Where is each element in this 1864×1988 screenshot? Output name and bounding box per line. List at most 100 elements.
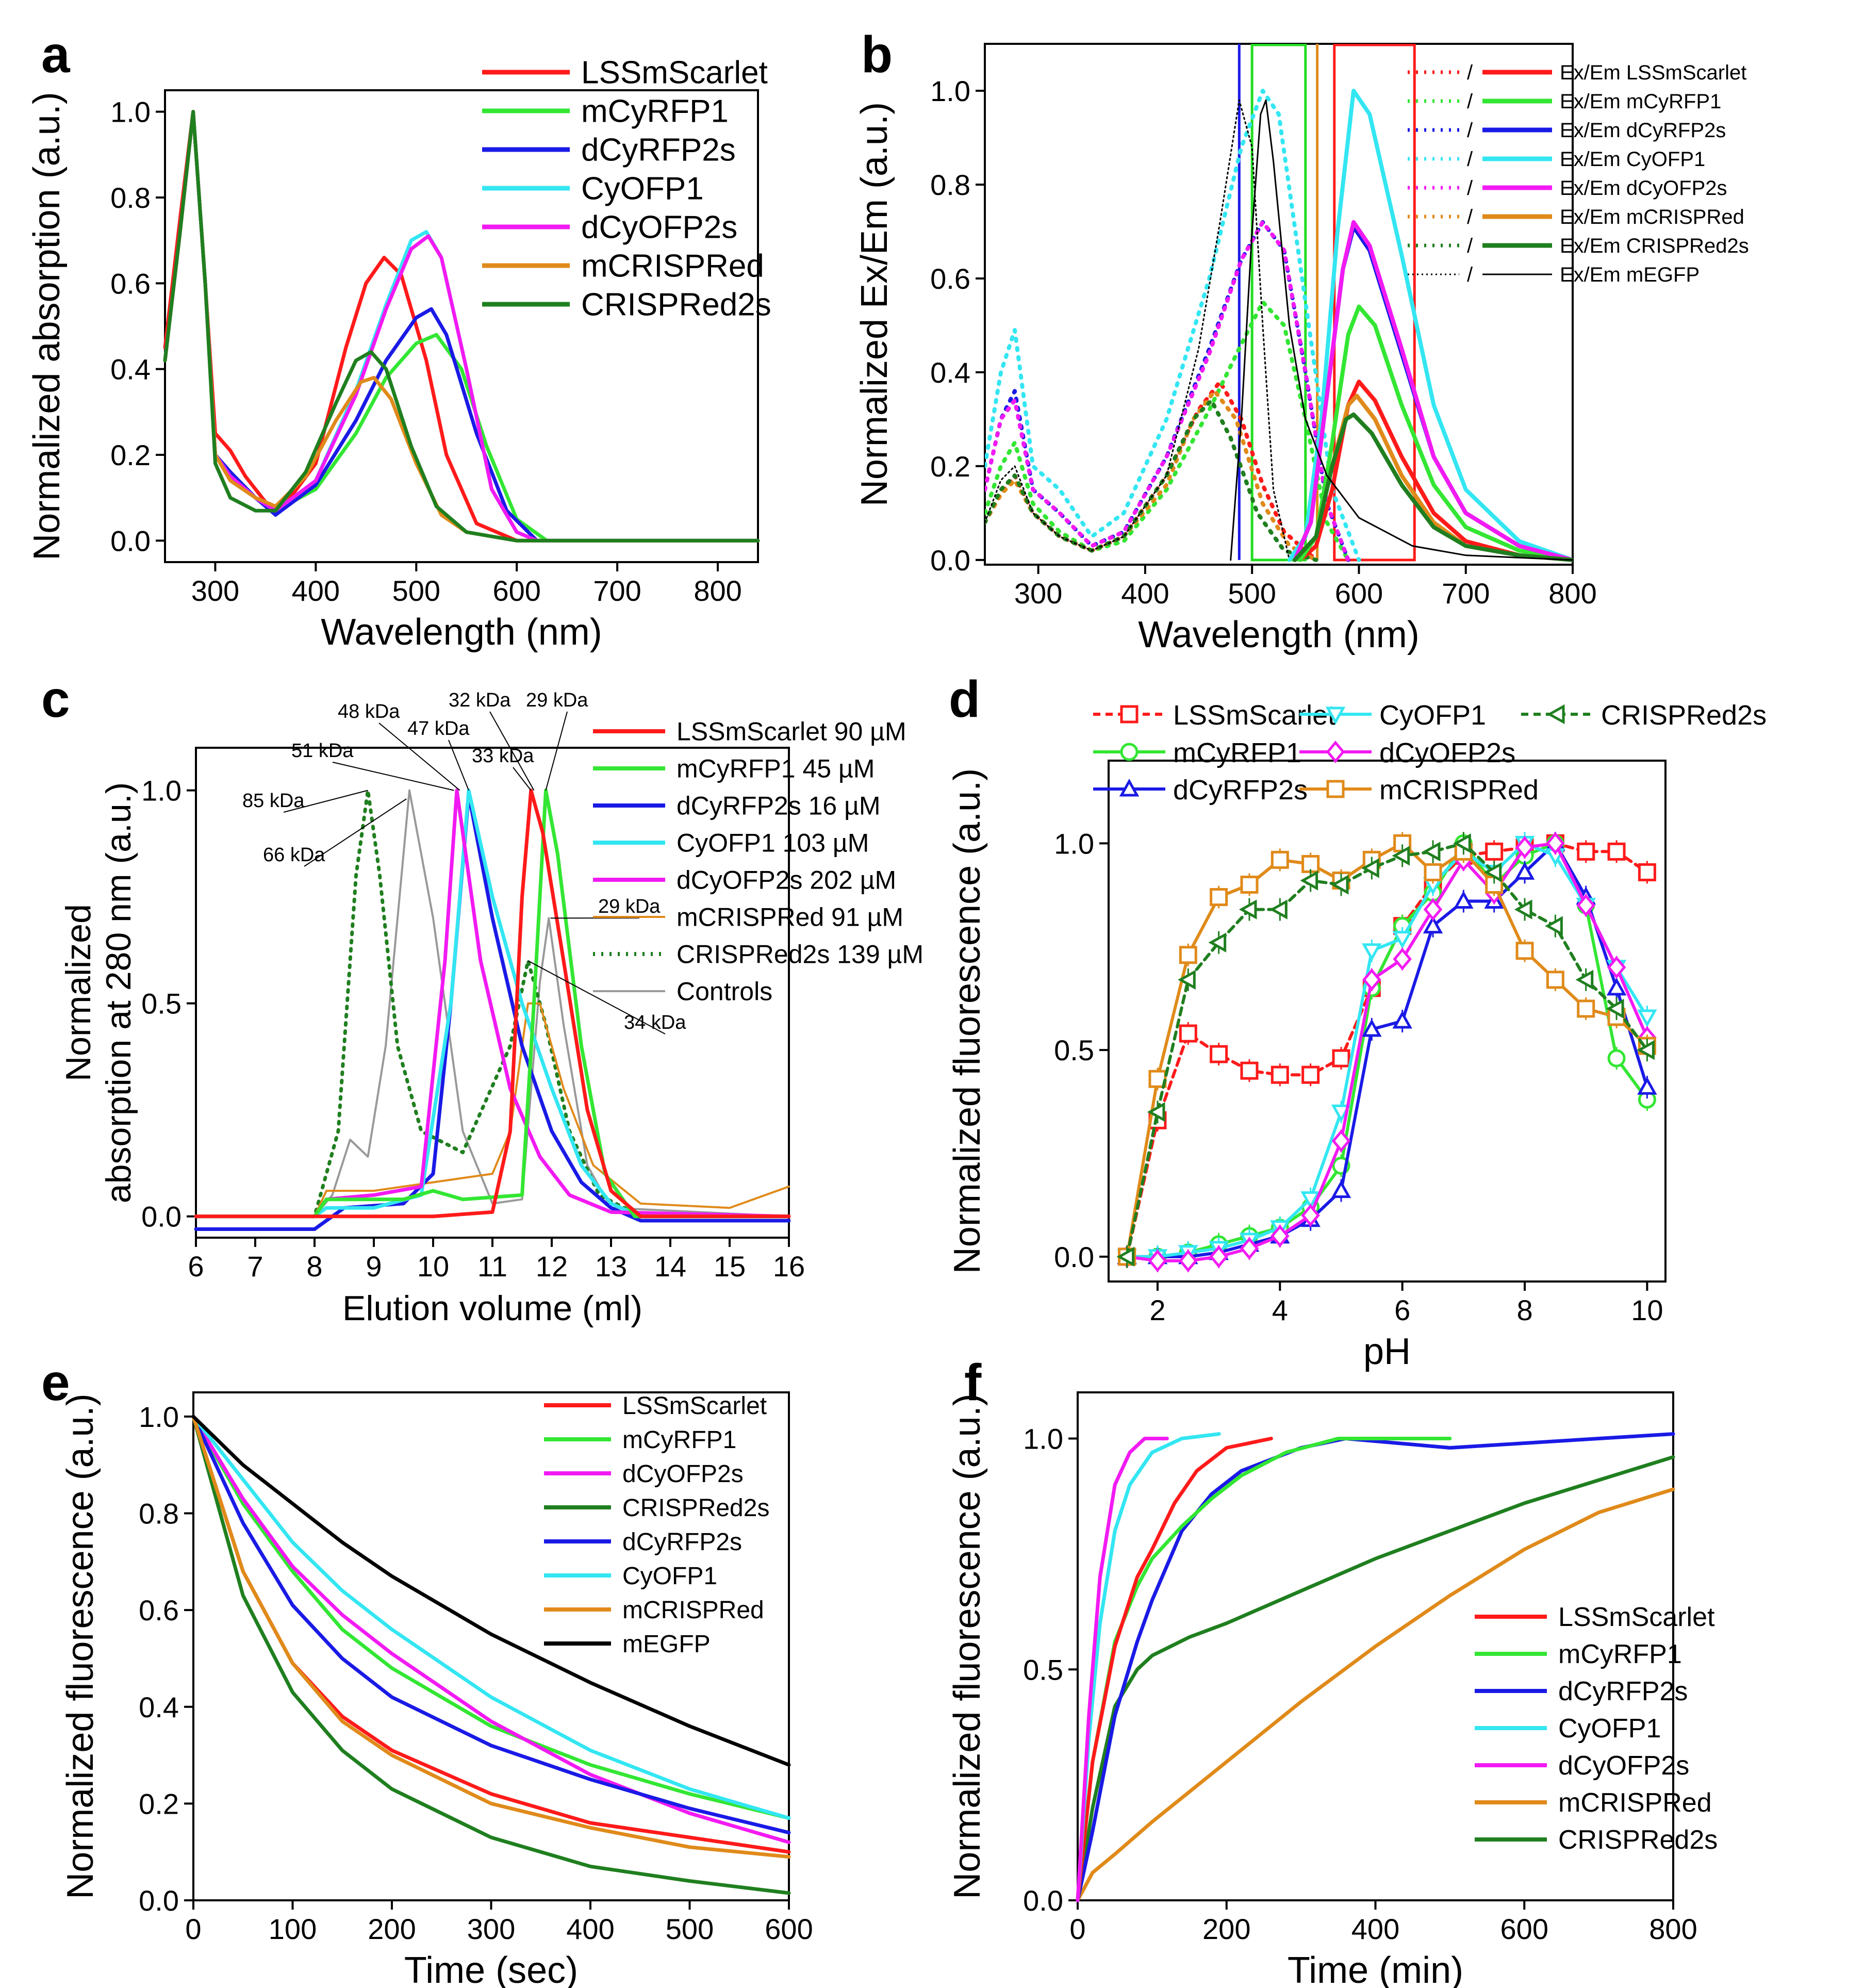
series-line-LSSmScarlet [1076,1437,1273,1902]
legend-b-separator: / [1467,235,1473,257]
legend-b-label-dCyRFP2s: Ex/Em dCyRFP2s [1560,119,1726,142]
mw-annotation-leader-5 [513,767,532,791]
mw-annotation-leader-2 [332,762,454,791]
series-line-dCyRFP2s [1076,1432,1675,1902]
legend-e-dCyOFP2s-label: dCyOFP2s [622,1460,744,1488]
legend-d-dCyOFP2s-label: dCyOFP2s [1379,737,1515,768]
emission-line-CRISPRed2s [1293,412,1573,562]
x-tick-label-c: 11 [477,1250,507,1283]
chart-panel-f: 0 200 400 600 800 0.0 0.5 1.0 Time (min) Normaliz… [947,1391,1718,1988]
data-point-CyOFP1 [1637,1009,1657,1028]
legend-d-CRISPRed2s-label: CRISPRed2s [1601,700,1767,731]
data-point-CRISPRed2s [1453,833,1471,853]
data-point-dCyRFP2s [1606,977,1627,996]
mw-annotation-leader-9 [527,960,666,1034]
series-line-LSSmScarlet [194,788,791,1219]
legend-c-dCyOFP2s-label: dCyOFP2s 202 µM [677,866,896,895]
legend-b-label-dCyOFP2s: Ex/Em dCyOFP2s [1560,177,1727,200]
legend-d-mCRISPRed-label: mCRISPRed [1379,775,1539,806]
series-line-dCyOFP2s [1076,1437,1169,1902]
data-point-CRISPRed2s [1637,1040,1655,1060]
y-tick-label-a: 0.4 [110,353,151,386]
panel-label-e: e [41,1354,70,1411]
y-tick-label-c: 0.0 [141,1201,182,1233]
x-tick-label-e: 0 [185,1913,201,1945]
legend-b-label-mCRISPRed: Ex/Em mCRISPRed [1560,206,1744,228]
x-tick-label-f: 800 [1649,1913,1697,1945]
x-tick-label-c: 9 [366,1250,382,1283]
series-line-CRISPRed2s [163,110,760,543]
data-point-dCyRFP2s [1637,1077,1657,1095]
legend-d-LSSmScarlet-marker [1120,705,1139,724]
data-point-CRISPRed2s [1116,1246,1135,1267]
excitation-line-mEGFP [985,99,1291,561]
y-tick-label-d: 1.0 [1054,827,1094,860]
mw-annotation-leader-6 [489,711,535,791]
series-line-CRISPRed2s [191,1415,791,1895]
panel-label-d: d [949,670,980,728]
data-point-CRISPRed2s [1606,998,1624,1019]
data-point-CRISPRed2s [1392,846,1410,866]
data-point-dCyOFP2s [1240,1237,1259,1260]
x-tick-label-e: 100 [269,1913,317,1945]
legend-f-CRISPRed2s-label: CRISPRed2s [1558,1825,1718,1855]
chart-panel-d: 2 4 6 8 10 0.0 0.5 1.0 pH Normalized fluorescence… [947,700,1767,1372]
data-point-CRISPRed2s [1545,916,1563,936]
series-line-mCyRFP1 [191,1415,791,1820]
x-tick-label-c: 15 [714,1250,746,1283]
data-point-dCyRFP2s [1454,891,1474,909]
legend-b-label-CyOFP1: Ex/Em CyOFP1 [1560,148,1705,171]
x-tick-label-b: 800 [1548,577,1596,610]
legend-d-CyOFP1-label: CyOFP1 [1379,700,1486,731]
x-tick-label-d: 2 [1149,1294,1165,1326]
data-point-CyOFP1 [1300,1191,1321,1209]
x-tick-label-f: 600 [1500,1913,1548,1945]
y-axis-label-f: Normalized fluorescence (a.u.) [947,1393,988,1899]
emission-line-dCyOFP2s [1293,220,1573,562]
data-point-dCyOFP2s [1393,947,1412,971]
legend-d-mCyRFP1-label: mCyRFP1 [1173,737,1301,768]
data-point-CRISPRed2s [1422,842,1441,862]
data-point-LSSmScarlet [1240,1061,1259,1080]
data-point-dCyOFP2s [1607,956,1626,979]
y-tick-label-b: 1.0 [930,75,970,107]
legend-d-CRISPRed2s-marker [1546,704,1565,725]
y-tick-label-a: 0.2 [110,439,151,471]
emission-line-CyOFP1 [1287,89,1573,562]
y-tick-label-e: 0.6 [139,1594,179,1626]
x-tick-label-e: 200 [368,1913,416,1945]
legend-a-mCRISPRed-label: mCRISPRed [581,249,764,284]
legend-e-CRISPRed2s-label: CRISPRed2s [622,1494,769,1522]
legend-a-CyOFP1-label: CyOFP1 [581,171,704,207]
y-tick-label-d: 0.5 [1054,1034,1094,1066]
y-tick-label-e: 0.0 [139,1884,179,1917]
legend-a-dCyRFP2s-label: dCyRFP2s [581,133,736,168]
data-point-CRISPRed2s [1361,858,1379,878]
x-tick-label-c: 12 [536,1250,568,1283]
x-tick-label-c: 7 [247,1250,263,1283]
plot-frame-a [164,89,759,563]
data-point-mCRISPRed [1210,888,1228,907]
data-point-dCyOFP2s [1179,1250,1198,1272]
y-tick-label-e: 0.8 [139,1498,179,1530]
legend-f-mCyRFP1-label: mCyRFP1 [1558,1639,1682,1669]
legend-b-separator: / [1467,206,1473,228]
data-point-dCyOFP2s [1362,968,1381,991]
mw-annotation-0: 85 kDa [242,790,305,812]
y-axis-label-c: absorption at 280 nm (a.u.) [99,782,138,1203]
x-tick-label-e: 400 [566,1913,614,1945]
x-tick-label-b: 300 [1014,577,1062,610]
legend-c-LSSmScarlet-label: LSSmScarlet 90 µM [677,717,906,746]
legend-d-dCyRFP2s-marker [1119,778,1140,797]
x-tick-label-a: 800 [694,574,741,607]
y-axis-label-a: Normalized absorption (a.u.) [26,92,68,560]
y-axis-label-d: Normalized fluorescence (a.u.) [947,768,988,1274]
legend-c-mCRISPRed-label: mCRISPRed 91 µM [677,903,903,932]
data-point-CRISPRed2s [1208,932,1227,952]
y-tick-label-e: 0.4 [139,1691,179,1723]
legend-b-separator: / [1467,264,1473,286]
legend-d-mCRISPRed-marker [1326,780,1345,798]
legend-e-mCyRFP1-label: mCyRFP1 [622,1426,736,1454]
data-point-LSSmScarlet [1607,842,1626,861]
series-line-Controls [195,789,790,1218]
